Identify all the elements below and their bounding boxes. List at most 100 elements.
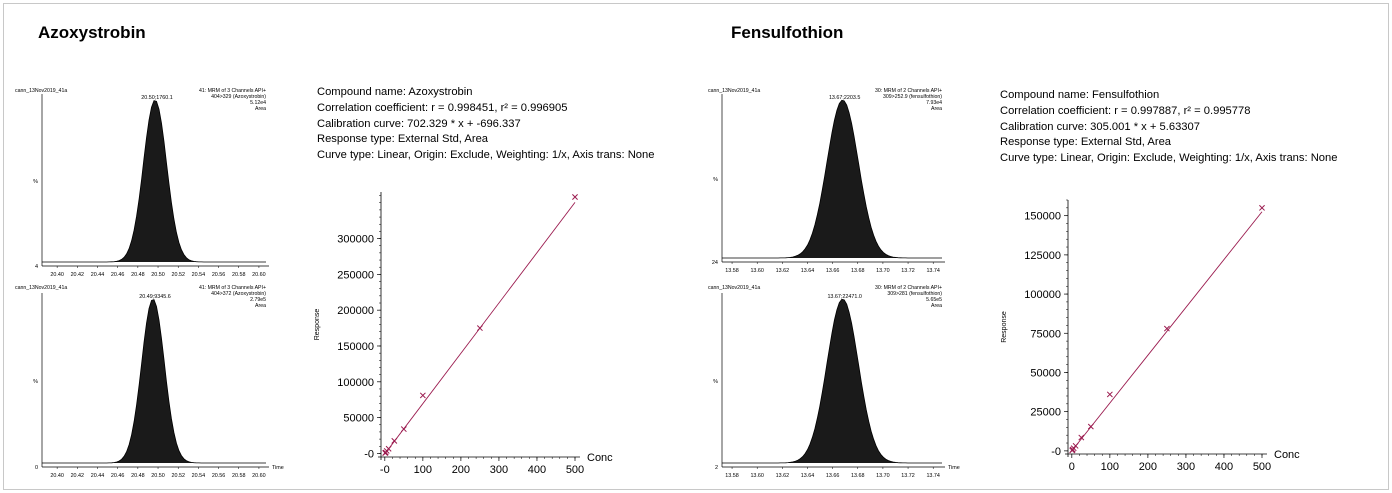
channel-info: Area [931, 106, 942, 112]
x-tick-label: 300 [490, 464, 508, 476]
info-calibration-curve: Calibration curve: 305.001 * x + 5.63307 [1000, 120, 1200, 133]
x-tick-label: 400 [1215, 461, 1233, 473]
x-axis-label: Conc [1274, 449, 1300, 461]
x-tick-label: 13.68 [851, 473, 865, 479]
calibration-point [476, 325, 483, 332]
y-tick-label: 300000 [337, 234, 374, 246]
x-tick-label: -0 [380, 464, 390, 476]
report-frame [3, 3, 1389, 490]
x-tick-label: 100 [1101, 461, 1119, 473]
x-tick-label: 20.40 [50, 272, 64, 278]
calibration-point [385, 445, 392, 452]
info-response-type: Response type: External Std, Area [1000, 136, 1172, 149]
x-tick-label: 20.52 [171, 473, 185, 479]
info-curve-type: Curve type: Linear, Origin: Exclude, Wei… [317, 149, 655, 162]
peak-label: 13.67;22471.0 [827, 294, 861, 300]
x-tick-label: 13.58 [725, 268, 739, 274]
y-tick-label: 150000 [1024, 211, 1061, 223]
x-tick-label: 13.66 [826, 473, 840, 479]
chromatogram-trace [722, 99, 942, 259]
y-tick-label: 250000 [337, 269, 374, 281]
calibration-point [391, 437, 398, 444]
y-min-label: 4 [35, 264, 38, 270]
x-axis-label: Conc [587, 452, 613, 464]
calibration-point [1259, 204, 1265, 211]
channel-info: 404>372 (Azoxystrobin) [211, 291, 266, 297]
y-min-label: 24 [712, 260, 718, 266]
channel-info: Area [255, 303, 266, 309]
channel-info: 2.79e5 [250, 297, 266, 303]
calibration-point [1087, 423, 1094, 430]
y-axis-label: Response [314, 309, 321, 341]
y-axis-label: % [713, 177, 718, 183]
info-correlation: Correlation coefficient: r = 0.997887, r… [1000, 104, 1251, 117]
info-correlation: Correlation coefficient: r = 0.998451, r… [317, 101, 568, 114]
calibration-point [1072, 442, 1079, 449]
y-min-label: 2 [715, 465, 718, 471]
x-tick-label: 20.40 [50, 473, 64, 479]
x-tick-label: 13.62 [776, 268, 790, 274]
x-tick-label: 20.50 [151, 473, 165, 479]
calibration-point [1163, 325, 1170, 332]
channel-info: 30: MRM of 2 Channels API+ [875, 285, 942, 291]
channel-info: 5.65e5 [926, 297, 942, 303]
calibration-info: Compound name: Azoxystrobin Correlation … [317, 85, 654, 164]
x-tick-label: 20.56 [212, 473, 226, 479]
x-tick-label: 20.54 [192, 473, 206, 479]
y-tick-label: -0 [1051, 446, 1061, 458]
x-tick-label: 200 [452, 464, 470, 476]
x-tick-label: 20.54 [192, 272, 206, 278]
y-min-label: 0 [35, 465, 38, 471]
chromatogram-trace [42, 100, 266, 263]
x-tick-label: 200 [1139, 461, 1157, 473]
x-tick-label: 500 [566, 464, 584, 476]
x-tick-label: 13.70 [876, 268, 890, 274]
peak-area [42, 299, 266, 463]
x-tick-label: 20.42 [71, 272, 85, 278]
peak-area [722, 100, 942, 258]
chromatogram-trace [722, 298, 942, 464]
sample-name: cann_13Nov2019_41a [708, 285, 760, 291]
y-tick-label: 25000 [1030, 407, 1061, 419]
channel-info: 309>281 (fensulfothion) [887, 291, 942, 297]
x-tick-label: 13.62 [776, 473, 790, 479]
x-tick-label: 13.70 [876, 473, 890, 479]
peak-label: 20.50;1760.1 [141, 95, 172, 101]
y-tick-label: -0 [364, 448, 374, 460]
x-tick-label: 13.74 [926, 268, 940, 274]
info-calibration-curve: Calibration curve: 702.329 * x + -696.33… [317, 117, 521, 130]
sample-name: cann_13Nov2019_41a [15, 88, 67, 94]
x-tick-label: 13.66 [826, 268, 840, 274]
channel-info: 41: MRM of 3 Channels API+ [199, 88, 266, 94]
info-curve-type: Curve type: Linear, Origin: Exclude, Wei… [1000, 152, 1338, 165]
x-tick-label: 20.58 [232, 473, 246, 479]
channel-info: Area [931, 303, 942, 309]
y-tick-label: 150000 [337, 341, 374, 353]
calibration-point [572, 194, 578, 200]
x-tick-label: 20.48 [131, 272, 145, 278]
x-tick-label: 20.50 [151, 272, 165, 278]
compound-title: Azoxystrobin [38, 23, 146, 42]
peak-area [722, 299, 942, 463]
channel-info: Area [255, 106, 266, 112]
info-compound-name: Compound name: Azoxystrobin [317, 86, 473, 98]
x-tick-label: 13.74 [926, 473, 940, 479]
y-tick-label: 50000 [1030, 367, 1061, 379]
calibration-point [400, 426, 407, 433]
x-tick-label: 20.52 [171, 272, 185, 278]
calibration-fit-line [1071, 211, 1263, 452]
x-tick-label: 20.48 [131, 473, 145, 479]
info-response-type: Response type: External Std, Area [317, 133, 489, 146]
y-tick-label: 125000 [1024, 250, 1061, 262]
info-compound-name: Compound name: Fensulfothion [1000, 89, 1160, 101]
compound-title: Fensulfothion [731, 23, 844, 42]
x-tick-label: 20.60 [252, 473, 266, 479]
channel-info: 5.12e4 [250, 100, 266, 106]
chromatogram-trace [42, 299, 266, 464]
x-tick-label: 13.64 [801, 473, 815, 479]
y-axis-label: % [33, 379, 38, 385]
calibration-point [419, 392, 426, 399]
y-tick-label: 100000 [337, 377, 374, 389]
x-tick-label: 20.56 [212, 272, 226, 278]
